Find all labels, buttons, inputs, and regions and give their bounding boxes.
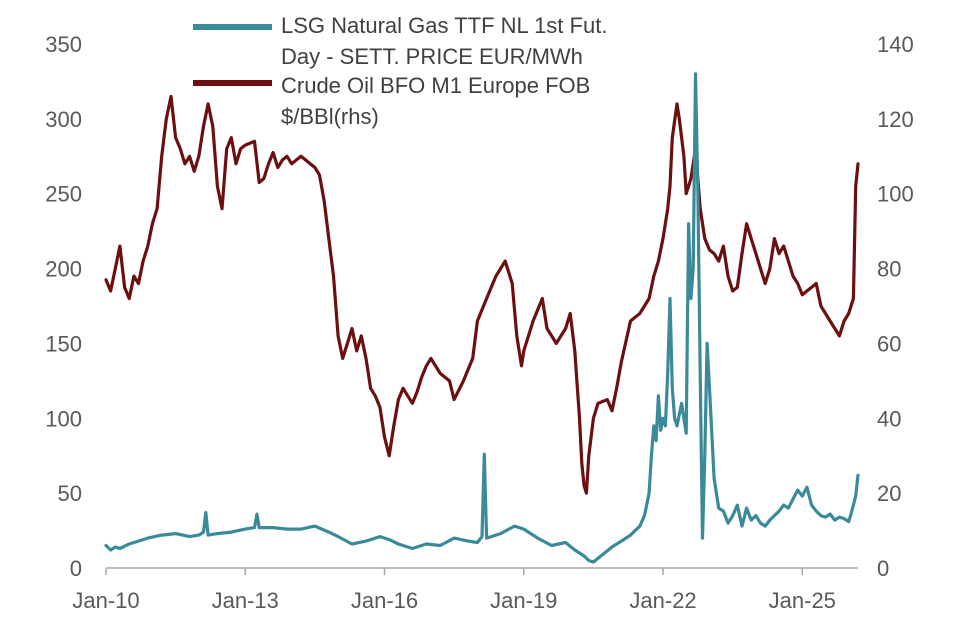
y-left-tick-label: 350 [45,32,82,57]
legend-label-oil-line1: Crude Oil BFO M1 Europe FOB [281,73,590,98]
axes-layer [105,567,858,575]
x-tick-label: Jan-22 [629,588,696,613]
y-left-tick-label: 150 [45,331,82,356]
x-tick-label: Jan-19 [490,588,557,613]
series-line-oil [104,94,860,495]
series-layer [104,72,860,564]
y-left-tick-label: 250 [45,182,82,207]
x-tick-label: Jan-16 [351,588,418,613]
y-left-tick-label: 300 [45,107,82,132]
x-tick-label: Jan-13 [212,588,279,613]
y-left-tick-label: 100 [45,406,82,431]
y-right-tick-label: 40 [877,406,901,431]
y-right-tick-label: 120 [877,107,914,132]
y-left-tick-label: 0 [70,556,82,581]
legend-label-gas-line2: Day - SETT. PRICE EUR/MWh [281,44,583,69]
y-right-tick-label: 100 [877,182,914,207]
y-right-tick-label: 20 [877,481,901,506]
x-tick-label: Jan-25 [769,588,836,613]
y-left-tick-label: 50 [58,481,82,506]
series-line-gas [104,72,860,564]
legend: LSG Natural Gas TTF NL 1st Fut. Day - SE… [193,13,607,129]
y-right-tick-label: 60 [877,331,901,356]
y-left-tick-label: 200 [45,257,82,282]
y-right-tick-label: 0 [877,556,889,581]
x-tick-label: Jan-10 [72,588,139,613]
tick-labels-layer: Jan-10 Jan-13 Jan-16 Jan-19 Jan-22 Jan-25 0 50 1… [45,32,913,613]
legend-label-oil-line2: $/BBl(rhs) [281,104,379,129]
y-right-tick-label: 140 [877,32,914,57]
y-right-tick-label: 80 [877,257,901,282]
legend-label-gas-line1: LSG Natural Gas TTF NL 1st Fut. [281,13,607,38]
